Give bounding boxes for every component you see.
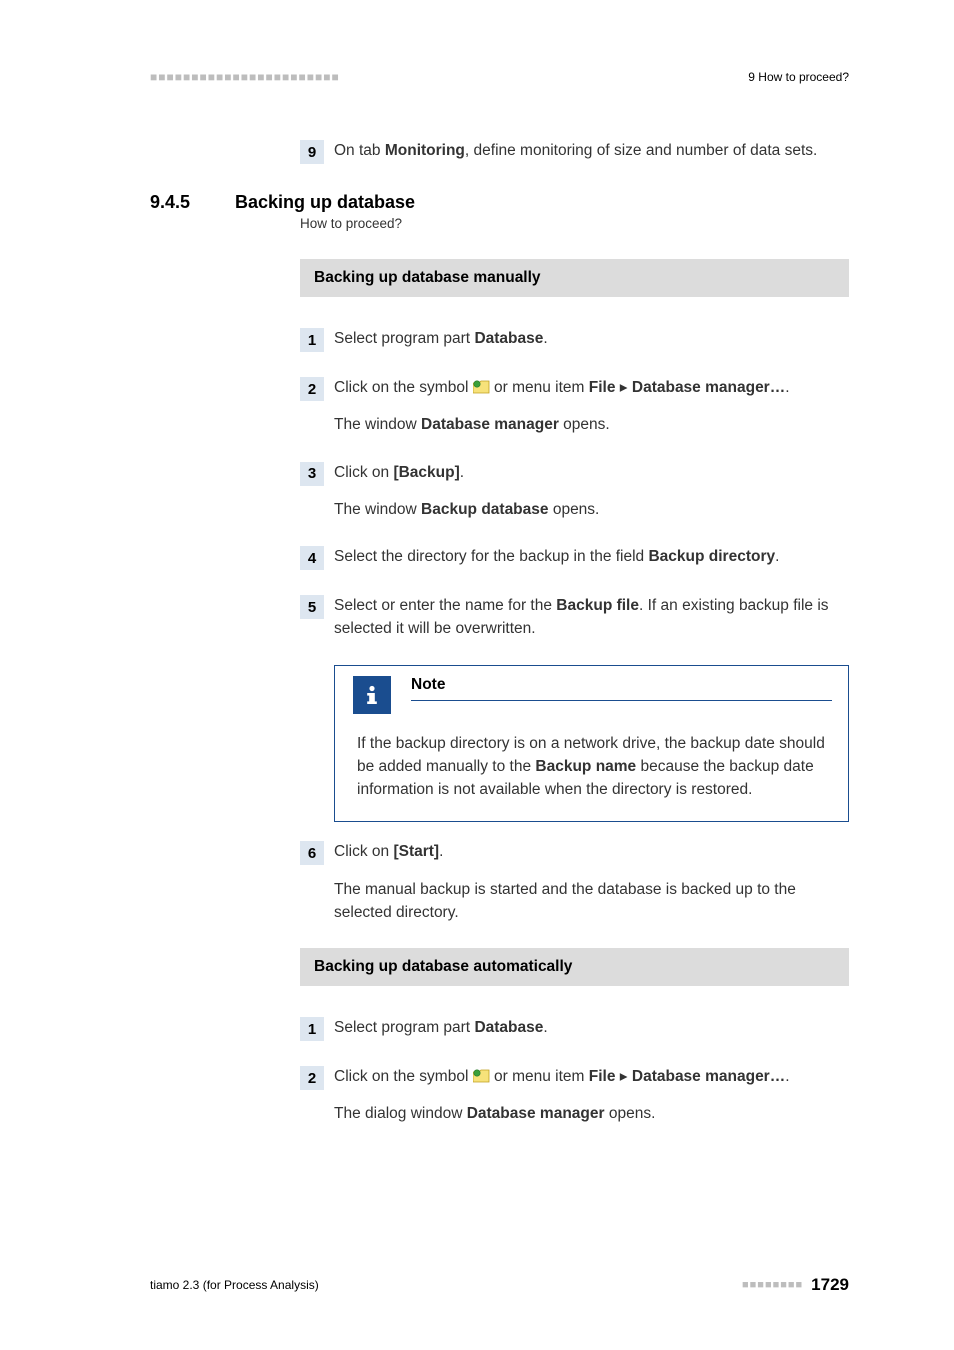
bold-text: File <box>589 1068 616 1085</box>
bold-text: [Start] <box>393 843 439 860</box>
text: . <box>460 464 464 481</box>
manual-step-2: 2 Click on the symbol or menu item File … <box>300 376 849 437</box>
text: Select or enter the name for the <box>334 597 556 614</box>
text: opens. <box>559 416 610 433</box>
manual-step-3: 3 Click on [Backup]. The window Backup d… <box>300 461 849 522</box>
page-header: ■■■■■■■■■■■■■■■■■■■■■■■ 9 How to proceed… <box>150 70 849 84</box>
step-number: 6 <box>300 841 324 865</box>
auto-step-2: 2 Click on the symbol or menu item File … <box>300 1065 849 1126</box>
text: . <box>785 1068 789 1085</box>
step-text: Select or enter the name for the Backup … <box>334 594 849 641</box>
procedure-banner-manual: Backing up database manually <box>300 259 849 297</box>
step-result: The window Database manager opens. <box>334 413 790 436</box>
text: Select the directory for the backup in t… <box>334 548 648 565</box>
note-label-wrap: Note <box>411 676 832 701</box>
text: On tab <box>334 142 385 159</box>
text: Click on the symbol <box>334 1068 473 1085</box>
step-number: 1 <box>300 1017 324 1041</box>
bold-text: Database manager… <box>632 1068 785 1085</box>
step-text: Select the directory for the backup in t… <box>334 545 779 568</box>
text: ▸ <box>615 379 631 396</box>
section-heading: 9.4.5 Backing up database <box>150 192 849 213</box>
step-text: Click on [Start]. The manual backup is s… <box>334 840 849 924</box>
note-header: Note <box>335 666 848 714</box>
text: The window <box>334 416 421 433</box>
section-number: 9.4.5 <box>150 192 235 213</box>
text: ▸ <box>615 1068 631 1085</box>
bold-text: Backup database <box>421 501 549 518</box>
text: The window <box>334 501 421 518</box>
step-result: The window Backup database opens. <box>334 498 599 521</box>
text: Click on <box>334 843 393 860</box>
step-text: Click on the symbol or menu item File ▸ … <box>334 1065 790 1126</box>
step-number: 3 <box>300 462 324 486</box>
bold-text: Database manager <box>467 1105 605 1122</box>
text: Click on <box>334 464 393 481</box>
step-number: 1 <box>300 328 324 352</box>
procedure-banner-auto: Backing up database automatically <box>300 948 849 986</box>
note-label: Note <box>411 676 832 701</box>
manual-step-6: 6 Click on [Start]. The manual backup is… <box>300 840 849 924</box>
manual-step-5: 5 Select or enter the name for the Backu… <box>300 594 849 641</box>
text: Click on the symbol <box>334 379 473 396</box>
footer-left: tiamo 2.3 (for Process Analysis) <box>150 1278 319 1292</box>
page-number: 1729 <box>811 1275 849 1295</box>
step-text: Select program part Database. <box>334 327 548 350</box>
step-text: Click on [Backup]. The window Backup dat… <box>334 461 599 522</box>
header-section-label: 9 How to proceed? <box>748 70 849 84</box>
bold-text: Backup file <box>556 597 639 614</box>
text: Select program part <box>334 330 474 347</box>
bold-text: Database <box>474 330 543 347</box>
step-text: Click on the symbol or menu item File ▸ … <box>334 376 790 437</box>
step-text: On tab Monitoring, define monitoring of … <box>334 139 817 162</box>
manual-step-4: 4 Select the directory for the backup in… <box>300 545 849 570</box>
text: or menu item <box>490 379 589 396</box>
text: , define monitoring of size and number o… <box>465 142 817 159</box>
step-text: Select program part Database. <box>334 1016 548 1039</box>
step-number: 2 <box>300 377 324 401</box>
note-box: Note If the backup directory is on a net… <box>334 665 849 823</box>
text: . <box>439 843 443 860</box>
folder-database-icon <box>473 380 490 394</box>
intro-step: 9 On tab Monitoring, define monitoring o… <box>300 139 849 164</box>
step-number: 2 <box>300 1066 324 1090</box>
step-number: 9 <box>300 140 324 164</box>
step-result: The dialog window Database manager opens… <box>334 1102 790 1125</box>
bold-text: File <box>589 379 616 396</box>
manual-step-1: 1 Select program part Database. <box>300 327 849 352</box>
auto-step-1: 1 Select program part Database. <box>300 1016 849 1041</box>
text: . <box>543 1019 547 1036</box>
header-dashes-left: ■■■■■■■■■■■■■■■■■■■■■■■ <box>150 70 340 84</box>
text: . <box>543 330 547 347</box>
bold-text: Monitoring <box>385 142 465 159</box>
bold-text: [Backup] <box>393 464 459 481</box>
text: Select program part <box>334 1019 474 1036</box>
bold-text: Backup directory <box>648 548 775 565</box>
bold-text: Database <box>474 1019 543 1036</box>
footer-dashes: ■■■■■■■■ <box>742 1279 803 1291</box>
step-number: 5 <box>300 595 324 619</box>
text: opens. <box>605 1105 656 1122</box>
text: The dialog window <box>334 1105 467 1122</box>
folder-database-icon <box>473 1069 490 1083</box>
text: opens. <box>549 501 600 518</box>
info-icon <box>353 676 391 714</box>
section-title: Backing up database <box>235 192 415 213</box>
step-result: The manual backup is started and the dat… <box>334 878 849 925</box>
step-number: 4 <box>300 546 324 570</box>
text: . <box>785 379 789 396</box>
bold-text: Backup name <box>535 758 636 775</box>
page-footer: tiamo 2.3 (for Process Analysis) ■■■■■■■… <box>150 1275 849 1295</box>
footer-right: ■■■■■■■■ 1729 <box>742 1275 849 1295</box>
section-subtitle: How to proceed? <box>300 216 849 231</box>
bold-text: Database manager… <box>632 379 785 396</box>
text: or menu item <box>490 1068 589 1085</box>
note-text: If the backup directory is on a network … <box>335 714 848 802</box>
text: . <box>775 548 779 565</box>
bold-text: Database manager <box>421 416 559 433</box>
